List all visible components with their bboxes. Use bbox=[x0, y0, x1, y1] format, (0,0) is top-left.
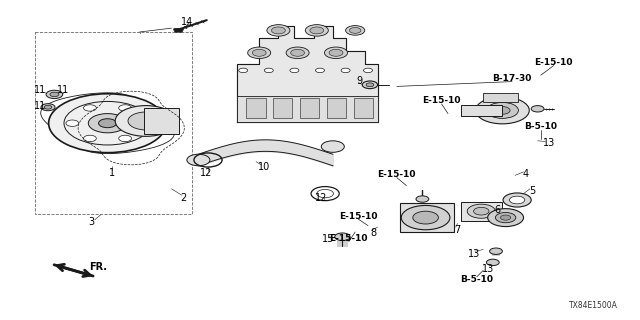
Circle shape bbox=[335, 233, 350, 241]
Text: 14: 14 bbox=[180, 17, 193, 27]
Circle shape bbox=[495, 107, 510, 114]
Text: 11: 11 bbox=[34, 101, 47, 111]
Circle shape bbox=[239, 68, 248, 73]
Text: 9: 9 bbox=[356, 76, 363, 86]
Circle shape bbox=[503, 193, 531, 207]
Circle shape bbox=[41, 104, 55, 111]
Circle shape bbox=[252, 49, 266, 56]
Text: E-15-10: E-15-10 bbox=[534, 58, 573, 67]
Circle shape bbox=[248, 47, 271, 59]
Circle shape bbox=[329, 49, 343, 56]
Text: B-5-10: B-5-10 bbox=[524, 122, 557, 131]
Circle shape bbox=[490, 248, 502, 254]
Circle shape bbox=[99, 119, 116, 128]
Text: B-5-10: B-5-10 bbox=[460, 276, 493, 284]
Circle shape bbox=[416, 196, 429, 202]
Circle shape bbox=[187, 154, 210, 166]
Circle shape bbox=[267, 25, 290, 36]
Bar bbox=[35, 32, 192, 214]
Circle shape bbox=[500, 215, 511, 220]
Circle shape bbox=[88, 114, 127, 133]
Text: 13: 13 bbox=[467, 249, 480, 259]
Circle shape bbox=[46, 90, 63, 99]
Circle shape bbox=[321, 141, 344, 152]
Circle shape bbox=[364, 68, 372, 73]
Circle shape bbox=[44, 105, 52, 109]
Circle shape bbox=[476, 97, 529, 124]
Circle shape bbox=[118, 105, 132, 111]
Circle shape bbox=[495, 212, 516, 223]
Text: 12: 12 bbox=[200, 168, 212, 178]
Bar bbox=[400, 203, 454, 232]
Circle shape bbox=[349, 28, 361, 33]
Circle shape bbox=[49, 94, 166, 153]
Text: B-17-30: B-17-30 bbox=[492, 74, 532, 83]
Polygon shape bbox=[237, 26, 378, 122]
Text: 8: 8 bbox=[370, 228, 376, 238]
Bar bbox=[461, 105, 502, 116]
Circle shape bbox=[84, 135, 97, 142]
Bar bbox=[461, 202, 502, 221]
Circle shape bbox=[271, 27, 285, 34]
Circle shape bbox=[264, 68, 273, 73]
Circle shape bbox=[66, 120, 79, 126]
Circle shape bbox=[467, 204, 495, 218]
Circle shape bbox=[486, 259, 499, 266]
Bar bbox=[237, 96, 378, 122]
Text: TX84E1500A: TX84E1500A bbox=[569, 301, 618, 310]
Circle shape bbox=[531, 106, 544, 112]
Text: 4: 4 bbox=[523, 169, 529, 180]
Circle shape bbox=[119, 135, 132, 142]
Text: 11: 11 bbox=[33, 85, 46, 95]
Circle shape bbox=[316, 68, 324, 73]
Text: 13: 13 bbox=[482, 264, 495, 274]
Bar bbox=[300, 98, 319, 118]
Text: 15: 15 bbox=[321, 234, 334, 244]
Circle shape bbox=[366, 83, 374, 87]
Text: 10: 10 bbox=[257, 162, 270, 172]
Circle shape bbox=[341, 68, 350, 73]
Text: E-15-10: E-15-10 bbox=[378, 170, 416, 179]
Circle shape bbox=[413, 211, 438, 224]
Text: 2: 2 bbox=[180, 193, 187, 203]
Circle shape bbox=[346, 26, 365, 35]
Circle shape bbox=[317, 189, 333, 198]
Circle shape bbox=[286, 47, 309, 59]
Text: 7: 7 bbox=[454, 225, 460, 235]
Circle shape bbox=[401, 205, 450, 230]
Text: FR.: FR. bbox=[90, 262, 108, 272]
Circle shape bbox=[324, 47, 348, 59]
Bar bbox=[246, 98, 266, 118]
Text: 11: 11 bbox=[56, 85, 69, 95]
Circle shape bbox=[115, 106, 177, 136]
Text: 3: 3 bbox=[88, 217, 94, 228]
Circle shape bbox=[290, 68, 299, 73]
Circle shape bbox=[509, 196, 525, 204]
Circle shape bbox=[83, 105, 96, 111]
Text: 1: 1 bbox=[109, 168, 115, 178]
Bar bbox=[327, 98, 346, 118]
Text: 5: 5 bbox=[529, 186, 536, 196]
Text: E-15-10: E-15-10 bbox=[339, 212, 378, 220]
Text: 6: 6 bbox=[495, 204, 501, 215]
Text: 12: 12 bbox=[315, 193, 328, 203]
Circle shape bbox=[136, 120, 149, 126]
Text: E-15-10: E-15-10 bbox=[330, 234, 368, 243]
Circle shape bbox=[486, 102, 518, 118]
Circle shape bbox=[305, 25, 328, 36]
Circle shape bbox=[310, 27, 324, 34]
Circle shape bbox=[50, 92, 59, 97]
Circle shape bbox=[362, 81, 378, 89]
Bar bbox=[354, 98, 373, 118]
Circle shape bbox=[488, 209, 524, 227]
Circle shape bbox=[474, 207, 489, 215]
Circle shape bbox=[291, 49, 305, 56]
Circle shape bbox=[128, 112, 164, 130]
Bar bbox=[483, 93, 518, 102]
Bar bbox=[273, 98, 292, 118]
Text: E-15-10: E-15-10 bbox=[422, 96, 461, 105]
Bar bbox=[144, 108, 179, 134]
Text: 13: 13 bbox=[543, 138, 556, 148]
